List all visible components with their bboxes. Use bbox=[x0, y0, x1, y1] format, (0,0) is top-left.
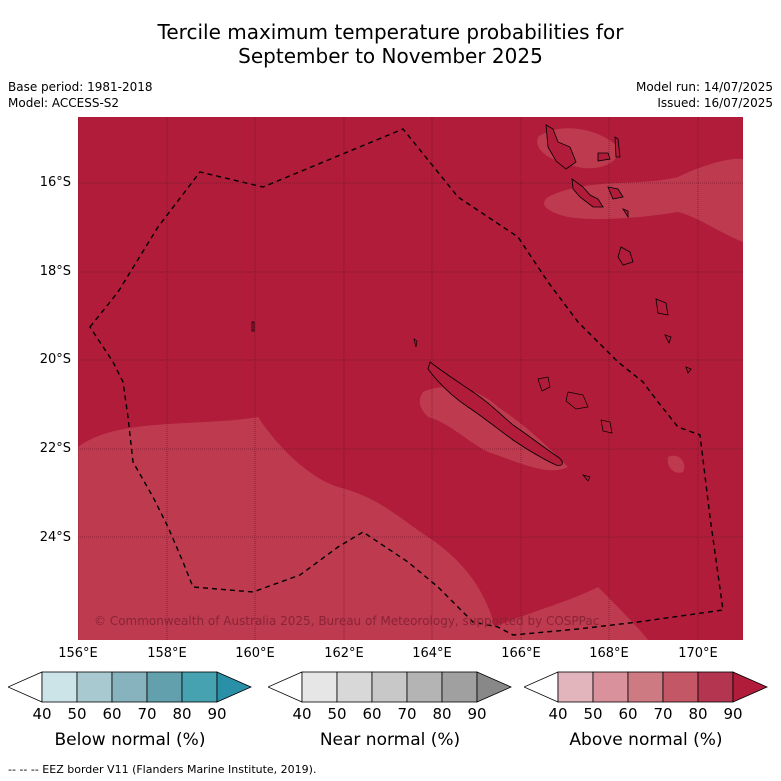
colorbar-segment bbox=[557, 671, 594, 703]
colorbar-tick: 40 bbox=[548, 705, 568, 723]
lat-label-18s: 18°S bbox=[39, 264, 71, 279]
colorbar-tick: 60 bbox=[102, 705, 122, 723]
colorbar-tick: 70 bbox=[653, 705, 673, 723]
island bbox=[614, 136, 621, 158]
colorbar-tick: 50 bbox=[327, 705, 347, 723]
island bbox=[545, 124, 577, 170]
new-caledonia-island bbox=[427, 361, 563, 466]
below-normal-label: Below normal (%) bbox=[54, 730, 206, 750]
near-normal-colorbar bbox=[267, 670, 512, 704]
colorbar-tick: 40 bbox=[292, 705, 312, 723]
colorbar-segment bbox=[592, 671, 629, 703]
colorbar-tick: 50 bbox=[67, 705, 87, 723]
colorbar-tick: 80 bbox=[172, 705, 192, 723]
model-run: Model run: 14/07/2025 bbox=[635, 80, 773, 94]
colorbar-tick: 90 bbox=[207, 705, 227, 723]
island bbox=[622, 208, 629, 219]
colorbar-segment bbox=[41, 671, 78, 703]
colorbar-tick: 90 bbox=[723, 705, 743, 723]
map-title-line1: Tercile maximum temperature probabilitie… bbox=[157, 20, 624, 44]
colorbar-tick: 90 bbox=[467, 705, 487, 723]
lat-label-24s: 24°S bbox=[39, 530, 71, 545]
map-svg bbox=[78, 117, 743, 640]
graticule bbox=[78, 117, 743, 640]
colorbar-arrow-high bbox=[732, 671, 768, 703]
lat-label-16s: 16°S bbox=[39, 175, 71, 190]
island bbox=[607, 186, 624, 200]
colorbar-segment bbox=[697, 671, 734, 703]
small-islands bbox=[251, 321, 613, 482]
colorbar-segment bbox=[181, 671, 218, 703]
above-normal-colorbar-svg bbox=[523, 671, 768, 703]
island bbox=[664, 334, 672, 345]
colorbar-tick: 70 bbox=[397, 705, 417, 723]
colorbar-tick: 80 bbox=[432, 705, 452, 723]
copyright-notice: © Commonwealth of Australia 2025, Bureau… bbox=[94, 614, 600, 628]
lower-prob-region-east bbox=[667, 455, 685, 473]
island bbox=[600, 419, 613, 434]
colorbar-segment bbox=[441, 671, 478, 703]
lat-label-22s: 22°S bbox=[39, 441, 71, 456]
colorbar-segment bbox=[336, 671, 373, 703]
vanuatu-islands bbox=[545, 124, 692, 374]
above-normal-label: Above normal (%) bbox=[569, 730, 723, 750]
colorbar-segment bbox=[627, 671, 664, 703]
colorbar-tick: 70 bbox=[137, 705, 157, 723]
colorbar-arrow-low bbox=[7, 671, 43, 703]
map-title-line2: September to November 2025 bbox=[238, 44, 543, 68]
colorbar-segment bbox=[406, 671, 443, 703]
lon-label-166e: 166°E bbox=[501, 646, 541, 661]
model-name: Model: ACCESS-S2 bbox=[8, 96, 120, 110]
island bbox=[685, 366, 692, 374]
colorbar-arrow-low bbox=[267, 671, 303, 703]
probability-map: © Commonwealth of Australia 2025, Bureau… bbox=[78, 117, 743, 640]
lower-prob-region-northeast bbox=[544, 158, 743, 242]
colorbar-segment bbox=[301, 671, 338, 703]
eez-border bbox=[89, 128, 724, 636]
colorbar-tick: 60 bbox=[618, 705, 638, 723]
island bbox=[251, 321, 255, 332]
lon-label-168e: 168°E bbox=[589, 646, 629, 661]
lat-label-20s: 20°S bbox=[39, 352, 71, 367]
base-period: Base period: 1981-2018 bbox=[8, 80, 153, 94]
colorbar-segment bbox=[662, 671, 699, 703]
lon-label-164e: 164°E bbox=[412, 646, 452, 661]
colorbar-segment bbox=[371, 671, 408, 703]
near-normal-label: Near normal (%) bbox=[319, 730, 461, 750]
colorbar-arrow-low bbox=[523, 671, 559, 703]
island bbox=[537, 376, 551, 392]
above-normal-colorbar bbox=[523, 670, 768, 704]
lon-label-160e: 160°E bbox=[235, 646, 275, 661]
lon-label-156e: 156°E bbox=[58, 646, 98, 661]
colorbar-tick: 80 bbox=[688, 705, 708, 723]
lon-label-170e: 170°E bbox=[678, 646, 718, 661]
below-normal-colorbar-svg bbox=[7, 671, 252, 703]
colorbar-tick: 60 bbox=[362, 705, 382, 723]
lower-probability-regions bbox=[78, 128, 743, 640]
island bbox=[582, 474, 591, 482]
island bbox=[617, 246, 634, 266]
island bbox=[565, 391, 589, 410]
lower-prob-region-south bbox=[78, 463, 248, 640]
colorbar-tick: 50 bbox=[583, 705, 603, 723]
colorbar-arrow-high bbox=[216, 671, 252, 703]
island bbox=[413, 338, 418, 348]
issued-date: Issued: 16/07/2025 bbox=[657, 96, 773, 110]
near-normal-colorbar-svg bbox=[267, 671, 512, 703]
island bbox=[597, 152, 611, 162]
colorbar-tick: 40 bbox=[32, 705, 52, 723]
lon-label-162e: 162°E bbox=[324, 646, 364, 661]
colorbar-segment bbox=[111, 671, 148, 703]
lon-label-158e: 158°E bbox=[147, 646, 187, 661]
island bbox=[655, 298, 669, 316]
colorbar-segment bbox=[76, 671, 113, 703]
eez-legend-footer: -- -- -- EEZ border V11 (Flanders Marine… bbox=[8, 763, 317, 776]
below-normal-colorbar bbox=[7, 670, 252, 704]
colorbar-arrow-high bbox=[476, 671, 512, 703]
colorbar-segment bbox=[146, 671, 183, 703]
island bbox=[571, 178, 604, 208]
